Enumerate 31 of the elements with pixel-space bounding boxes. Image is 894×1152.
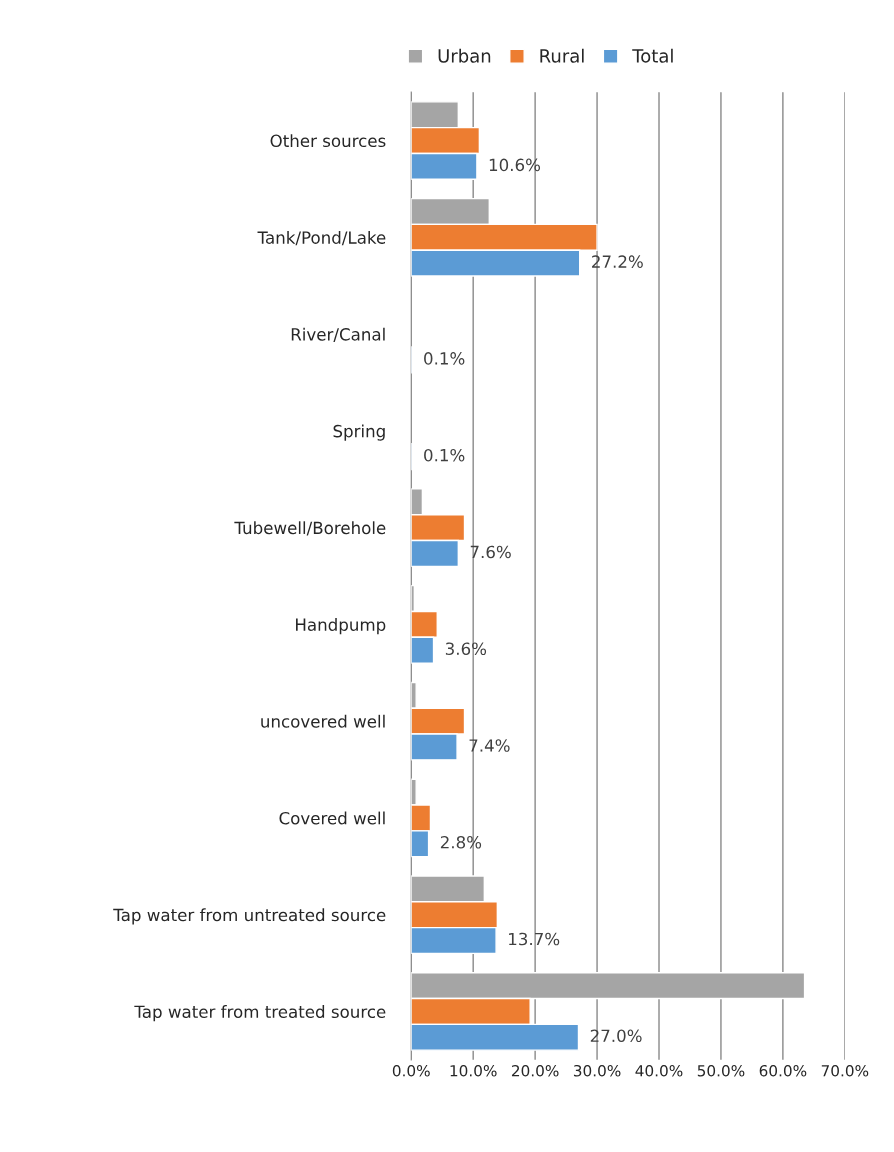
y-tick-label: Tubewell/Borehole — [234, 521, 386, 536]
x-tick-label: 0.0% — [392, 1064, 430, 1077]
legend-label: Total — [632, 48, 673, 63]
data-label: 27.2% — [592, 255, 643, 268]
y-tick-label: Tank/Pond/Lake — [257, 230, 386, 246]
data-label: 7.6% — [470, 545, 511, 559]
data-label: 0.1% — [424, 352, 465, 365]
data-label: 7.4% — [469, 739, 510, 752]
data-label: 27.0% — [590, 1029, 642, 1043]
x-tick-label: 70.0% — [821, 1064, 869, 1077]
data-label: 10.6% — [489, 158, 541, 172]
x-tick-label: 10.0% — [450, 1064, 497, 1077]
y-tick-label: Other sources — [270, 134, 386, 148]
data-label: 3.6% — [445, 642, 487, 656]
y-tick-label: Tap water from untreated source — [113, 908, 386, 925]
x-tick-label: 60.0% — [759, 1064, 807, 1077]
x-tick-label: 30.0% — [573, 1064, 621, 1077]
y-tick-label: Tap water from treated source — [134, 1005, 386, 1022]
x-tick-label: 50.0% — [697, 1064, 745, 1077]
y-tick-label: Handpump — [296, 618, 386, 635]
x-tick-label: 40.0% — [635, 1064, 683, 1077]
y-tick-label: River/Canal — [291, 327, 385, 342]
legend-label: Urban — [438, 48, 491, 63]
y-tick-label: uncovered well — [261, 714, 385, 728]
data-label: 2.8% — [440, 835, 482, 849]
legend-label: Rural — [540, 48, 584, 63]
y-tick-label: Spring — [333, 424, 385, 441]
y-tick-label: Covered well — [279, 811, 385, 825]
data-label: 0.1% — [424, 448, 465, 462]
x-tick-label: 20.0% — [511, 1064, 559, 1077]
data-label: 13.7% — [509, 932, 560, 946]
